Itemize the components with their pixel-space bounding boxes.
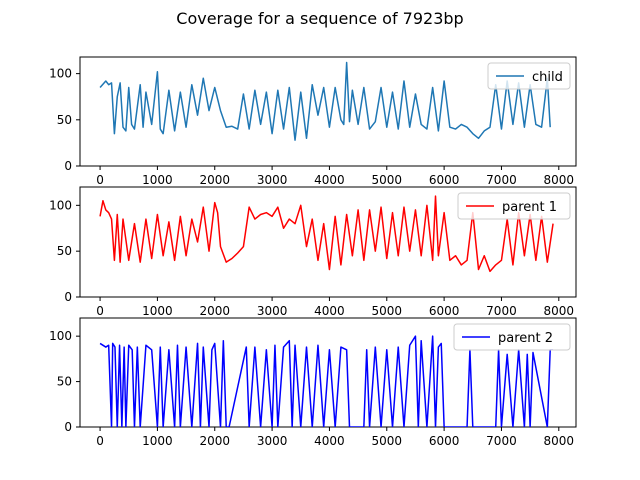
- x-tick-label: 2000: [199, 434, 230, 448]
- x-tick-label: 1000: [142, 173, 173, 187]
- chart-panel-2: 0 1000 2000 3000 4000 5000 6000 7000 8000 0 50 100 p…: [49, 186, 577, 318]
- y-tick-label: 100: [49, 67, 72, 81]
- x-tick-label: 6000: [429, 173, 460, 187]
- x-tick-label: 4000: [314, 434, 345, 448]
- y-tick-label: 100: [49, 198, 72, 212]
- y-tick-label: 100: [49, 329, 72, 343]
- x-tick-label: 4000: [314, 173, 345, 187]
- x-tick-label: 7000: [486, 304, 517, 318]
- x-tick-label: 8000: [544, 434, 575, 448]
- x-tick-label: 0: [96, 434, 104, 448]
- x-tick-label: 3000: [257, 173, 288, 187]
- series-line-1-1: [99, 61, 551, 141]
- x-tick-label: 7000: [486, 173, 517, 187]
- y-tick-label: 0: [64, 290, 72, 304]
- legend-label-2: parent 1: [502, 200, 557, 215]
- y-tick-label: 50: [57, 244, 72, 258]
- legend-box-3: [453, 323, 571, 351]
- legend-box-1: [487, 62, 571, 90]
- legend-label-3: parent 2: [498, 331, 553, 346]
- y-tick-label: 0: [64, 159, 72, 173]
- x-tick-label: 4000: [314, 304, 345, 318]
- x-tick-label: 2000: [199, 173, 230, 187]
- y-tick-label: 50: [57, 113, 72, 127]
- x-tick-label: 5000: [372, 434, 403, 448]
- chart-panel-3: 0 1000 2000 3000 4000 5000 6000 7000 8000 0 50 100 p…: [49, 317, 577, 448]
- series-line-3-1: [99, 335, 554, 427]
- x-tick-label: 6000: [429, 304, 460, 318]
- x-tick-label: 3000: [257, 434, 288, 448]
- x-tick-label: 7000: [486, 434, 517, 448]
- y-tick-label: 0: [64, 420, 72, 434]
- x-tick-label: 6000: [429, 434, 460, 448]
- figure-title: Coverage for a sequence of 7923bp: [176, 9, 463, 28]
- legend-box-2: [457, 192, 571, 220]
- x-tick-label: 1000: [142, 304, 173, 318]
- x-tick-label: 8000: [544, 304, 575, 318]
- x-tick-label: 0: [96, 173, 104, 187]
- x-tick-label: 1000: [142, 434, 173, 448]
- x-tick-label: 5000: [372, 173, 403, 187]
- x-tick-label: 8000: [544, 173, 575, 187]
- x-tick-label: 5000: [372, 304, 403, 318]
- x-tick-label: 0: [96, 304, 104, 318]
- y-tick-label: 50: [57, 375, 72, 389]
- x-tick-label: 3000: [257, 304, 288, 318]
- series-line-2-1: [99, 195, 554, 273]
- legend-label-1: child: [532, 70, 563, 85]
- x-tick-label: 2000: [199, 304, 230, 318]
- chart-panel-1: 0 1000 2000 3000 4000 5000 6000 7000 8000 0 50 100 c…: [49, 56, 577, 187]
